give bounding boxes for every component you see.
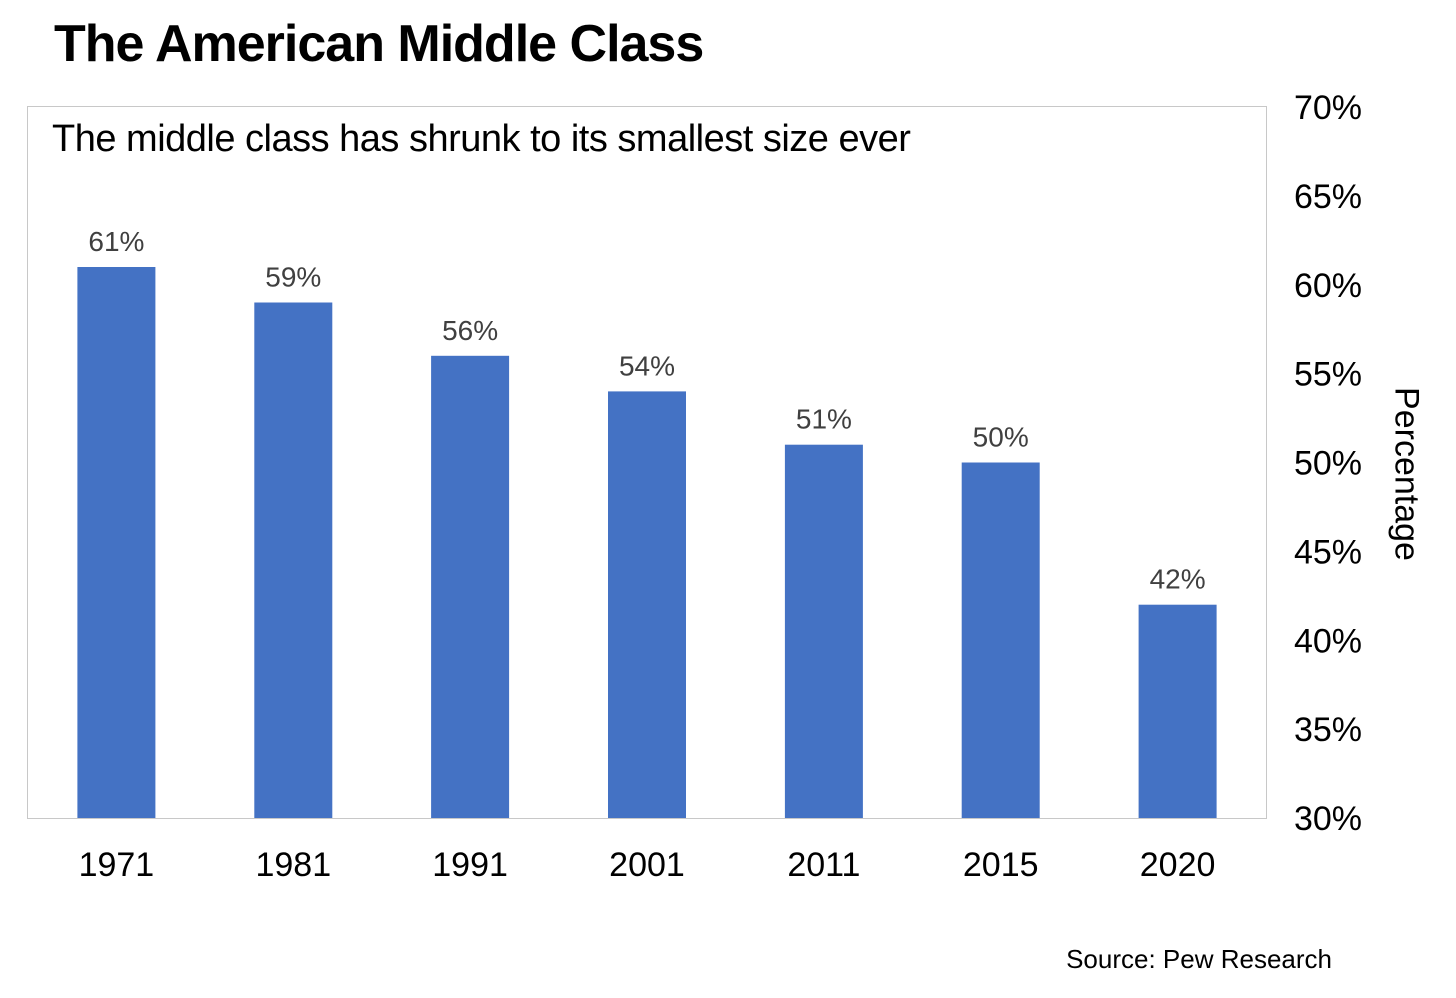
data-label-2015: 50% [973, 422, 1029, 453]
bars-group [77, 267, 1217, 818]
y-tick-55: 55% [1294, 356, 1362, 394]
x-tick-1981: 1981 [255, 846, 331, 884]
y-axis-tick-labels: 70% 65% 60% 55% 50% 45% 40% 35% 30% [1294, 89, 1362, 838]
bar-2020 [1138, 604, 1217, 818]
bar-2011 [784, 444, 863, 818]
data-label-1981: 59% [265, 262, 321, 293]
y-axis-label: Percentage [1387, 387, 1426, 561]
data-labels-group: 61% 59% 56% 54% 51% 50% 42% [88, 226, 1205, 595]
y-tick-40: 40% [1294, 622, 1362, 660]
x-tick-2015: 2015 [963, 846, 1039, 884]
bar-1991 [431, 355, 510, 818]
x-tick-2001: 2001 [609, 846, 685, 884]
y-tick-70: 70% [1294, 89, 1362, 127]
data-label-2020: 42% [1150, 564, 1206, 595]
x-tick-2020: 2020 [1140, 846, 1216, 884]
bar-2001 [608, 391, 686, 818]
plot-area [27, 106, 1267, 819]
x-tick-1971: 1971 [79, 846, 155, 884]
x-tick-2011: 2011 [787, 846, 860, 884]
bar-2015 [961, 462, 1040, 818]
data-label-2001: 54% [619, 350, 675, 381]
bar-1971 [77, 267, 156, 818]
chart-subtitle: The middle class has shrunk to its small… [52, 118, 911, 160]
data-label-2011: 51% [796, 404, 852, 435]
y-tick-60: 60% [1294, 267, 1362, 305]
y-tick-45: 45% [1294, 533, 1362, 571]
y-tick-65: 65% [1294, 178, 1362, 216]
source-note: Source: Pew Research [1066, 944, 1332, 974]
bar-1981 [254, 302, 333, 818]
y-tick-50: 50% [1294, 445, 1362, 483]
data-label-1971: 61% [88, 226, 144, 257]
y-tick-35: 35% [1294, 711, 1362, 749]
y-tick-30: 30% [1294, 800, 1362, 838]
x-axis-tick-labels: 1971 1981 1991 2001 2011 2015 2020 [79, 846, 1216, 884]
data-label-1991: 56% [442, 315, 498, 346]
page-title: The American Middle Class [54, 15, 704, 73]
x-tick-1991: 1991 [432, 846, 508, 884]
